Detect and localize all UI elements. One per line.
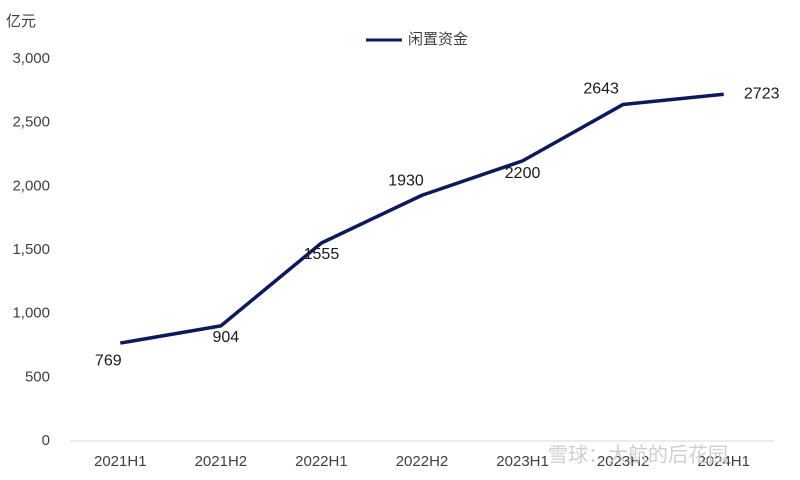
- y-tick-label: 2,500: [12, 114, 50, 131]
- legend-label: 闲置资金: [408, 31, 468, 48]
- data-label: 904: [213, 329, 240, 346]
- x-tick-label: 2022H1: [295, 453, 348, 470]
- y-tick-label: 500: [25, 368, 50, 385]
- data-label: 2723: [744, 85, 780, 102]
- x-tick-label: 2023H2: [597, 453, 650, 470]
- x-tick-label: 2023H1: [496, 453, 549, 470]
- x-tick-label: 2021H2: [195, 453, 248, 470]
- data-label: 769: [95, 352, 122, 369]
- y-tick-label: 3,000: [12, 50, 50, 67]
- watermark: 雪球：大航的后花园: [548, 443, 728, 466]
- y-tick-label: 1,500: [12, 241, 50, 258]
- x-tick-label: 2021H1: [94, 453, 147, 470]
- x-tick-label: 2024H1: [697, 453, 750, 470]
- line: [119, 92, 724, 345]
- data-label: 2643: [583, 81, 619, 98]
- y-tick-label: 1,000: [12, 305, 50, 322]
- y-tick-label: 0: [42, 432, 50, 449]
- x-tick-label: 2022H2: [396, 453, 449, 470]
- y-unit: 亿元: [6, 13, 36, 30]
- data-label: 2200: [505, 165, 541, 182]
- data-label: 1930: [388, 172, 424, 189]
- data-label: 1555: [304, 246, 340, 263]
- y-tick-label: 2,000: [12, 177, 50, 194]
